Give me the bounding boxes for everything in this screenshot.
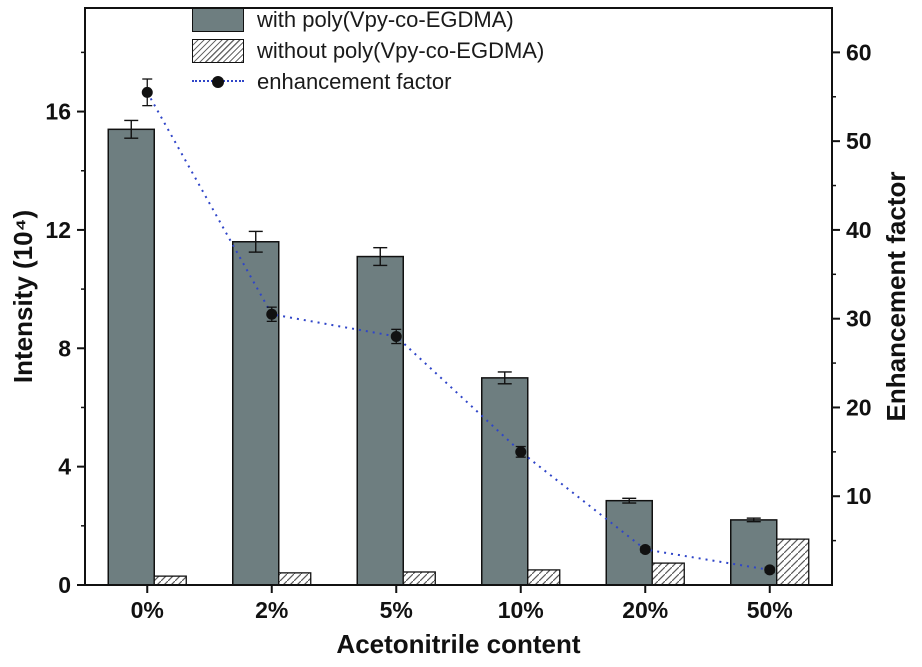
- bar-with-poly-4: [605, 499, 653, 586]
- right-tick-label: 50: [846, 128, 872, 154]
- enhancement-factor-line: [146, 91, 770, 571]
- plot-frame: [84, 7, 833, 586]
- legend-item-with-poly: with poly(Vpy-co-EGDMA): [192, 5, 544, 35]
- bar-with-poly-1: [232, 241, 280, 586]
- enhancement-factor-point-2: [390, 330, 402, 342]
- bar-without-poly-5: [776, 538, 810, 586]
- left-tick-label: 0: [58, 572, 71, 598]
- legend-label-with-poly: with poly(Vpy-co-EGDMA): [257, 7, 514, 32]
- bar-with-poly-2: [356, 255, 404, 586]
- x-tick-label-2: 5%: [380, 597, 413, 623]
- enhancement-factor-point-5: [764, 564, 776, 576]
- right-tick-label: 30: [846, 306, 872, 332]
- legend: with poly(Vpy-co-EGDMA) without poly(Vpy…: [192, 5, 544, 97]
- bar-without-poly-1: [278, 572, 312, 586]
- bar-without-poly-4: [651, 562, 685, 586]
- legend-swatch-solid-bar: [192, 8, 244, 32]
- left-axis-title: Intensity (10⁴): [8, 210, 38, 383]
- bar-without-poly-2: [402, 571, 436, 586]
- bar-with-poly-0: [107, 128, 155, 586]
- enhancement-factor-point-0: [141, 86, 153, 98]
- legend-swatch-dotted-line: [192, 69, 244, 95]
- enhancement-factor-point-4: [639, 543, 651, 555]
- right-tick-label: 60: [846, 39, 872, 65]
- left-tick-label: 8: [58, 335, 71, 361]
- enhancement-factor-point-3: [515, 446, 527, 458]
- left-tick-label: 4: [58, 454, 71, 480]
- left-tick-label: 16: [45, 99, 71, 125]
- enhancement-factor-point-1: [266, 308, 278, 320]
- bar-with-poly-3: [481, 377, 529, 586]
- x-axis-title: Acetonitrile content: [336, 629, 580, 659]
- x-tick-label-3: 10%: [498, 597, 544, 623]
- legend-item-enhancement-factor: enhancement factor: [192, 67, 544, 97]
- right-tick-label: 20: [846, 394, 872, 420]
- legend-label-without-poly: without poly(Vpy-co-EGDMA): [257, 38, 545, 63]
- right-tick-label: 40: [846, 217, 872, 243]
- bar-without-poly-0: [153, 575, 187, 586]
- x-tick-label-5: 50%: [747, 597, 793, 623]
- x-tick-label-1: 2%: [255, 597, 288, 623]
- right-tick-label: 10: [846, 483, 872, 509]
- legend-item-without-poly: without poly(Vpy-co-EGDMA): [192, 36, 544, 66]
- x-tick-label-0: 0%: [131, 597, 164, 623]
- right-axis-title: Enhancement factor: [881, 172, 911, 422]
- bar-without-poly-3: [527, 569, 561, 586]
- left-tick-label: 12: [45, 217, 71, 243]
- legend-label-enhancement-factor: enhancement factor: [257, 69, 452, 94]
- x-tick-label-4: 20%: [622, 597, 668, 623]
- legend-swatch-hatched-bar: [192, 39, 244, 63]
- legend-line-dot: [212, 76, 224, 88]
